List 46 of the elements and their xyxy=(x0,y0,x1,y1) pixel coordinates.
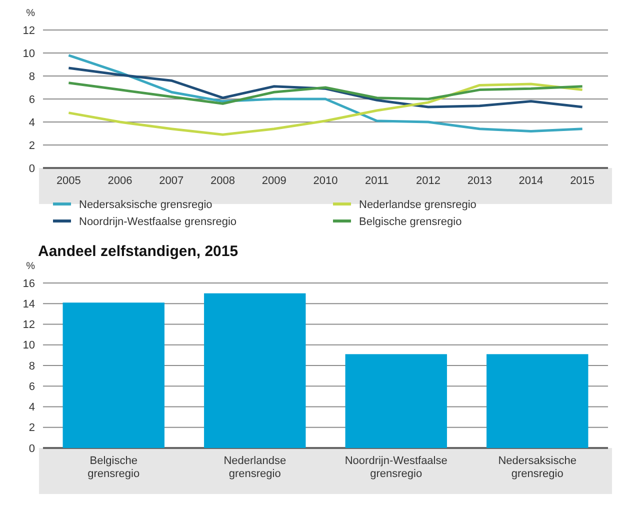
y-tick-label: 6 xyxy=(28,94,35,106)
x-tick-label: 2010 xyxy=(313,175,338,187)
y-tick-label: 8 xyxy=(28,360,35,372)
x-tick-label: 2015 xyxy=(570,175,595,187)
x-tick-label: Noordrijn-Westfaalse grensregio xyxy=(344,455,448,480)
chart-title: Aandeel zelfstandigen, 2015 xyxy=(38,243,238,260)
y-tick-label: 4 xyxy=(28,402,35,414)
x-tick-label: 2006 xyxy=(108,175,132,187)
x-tick-label: 2005 xyxy=(56,175,81,187)
y-tick-label: 4 xyxy=(28,116,35,129)
y-tick-label: 2 xyxy=(28,140,35,152)
line-series xyxy=(67,66,584,108)
legend-label: Nedersaksische grensregio xyxy=(79,198,212,211)
y-axis-title: % xyxy=(26,8,36,19)
x-tick-label: 2008 xyxy=(210,175,236,187)
line-series xyxy=(67,82,584,136)
bar xyxy=(62,302,164,448)
bar xyxy=(204,293,306,448)
x-tick-label: 2013 xyxy=(467,175,492,187)
y-tick-label: 14 xyxy=(22,298,35,310)
x-tick-label: 2007 xyxy=(159,175,184,187)
y-tick-label: 12 xyxy=(22,24,35,37)
x-tick-label: Nederlandse grensregio xyxy=(224,455,286,480)
y-tick-label: 12 xyxy=(22,319,35,332)
y-tick-label: 10 xyxy=(22,340,35,352)
y-axis-title: % xyxy=(26,261,36,272)
bar xyxy=(486,354,588,448)
y-tick-label: 6 xyxy=(28,380,35,393)
y-tick-label: 2 xyxy=(28,422,35,434)
legend-label: Belgische grensregio xyxy=(359,216,462,228)
legend-label: Noordrijn-Westfaalse grensregio xyxy=(79,216,237,228)
x-tick-label: 2009 xyxy=(262,175,286,187)
bar xyxy=(345,354,447,448)
x-tick-label: 2014 xyxy=(518,175,544,187)
x-tick-label: 2012 xyxy=(416,175,440,187)
y-tick-label: 0 xyxy=(28,442,35,455)
line-series xyxy=(67,54,584,132)
x-tick-label: Belgische grensregio xyxy=(88,455,140,480)
line-series xyxy=(67,82,584,105)
x-tick-label: Nedersaksische grensregio xyxy=(498,455,577,480)
y-tick-label: 10 xyxy=(22,48,35,60)
y-tick-label: 8 xyxy=(28,70,35,83)
legend-label: Nederlandse grensregio xyxy=(359,198,476,211)
y-tick-label: 16 xyxy=(22,278,35,290)
y-tick-label: 0 xyxy=(28,162,35,175)
x-tick-label: 2011 xyxy=(365,175,389,187)
